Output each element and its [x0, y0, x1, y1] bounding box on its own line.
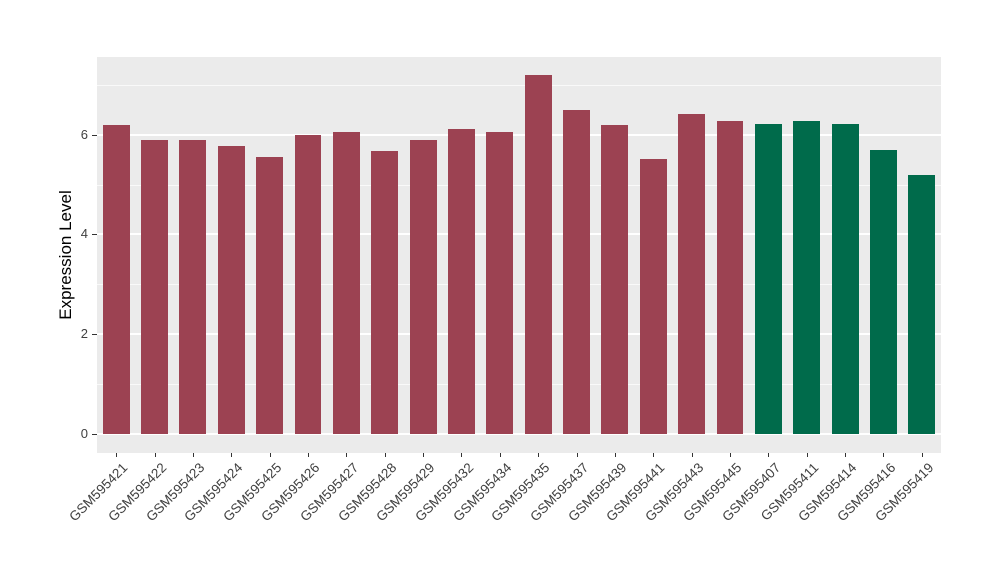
bar-GSM595421: [102, 125, 130, 434]
bar-GSM595424: [217, 146, 245, 434]
y-tick-mark: [92, 334, 97, 336]
x-tick-mark: [269, 453, 271, 457]
gridline-major: [97, 433, 941, 435]
x-tick-mark: [384, 453, 386, 457]
x-tick-mark: [883, 453, 885, 457]
x-tick-mark: [154, 453, 156, 457]
bar-GSM595423: [179, 139, 207, 434]
y-tick-mark: [92, 434, 97, 435]
x-tick-mark: [116, 453, 118, 457]
bar-GSM595445: [716, 120, 744, 434]
y-tick-mark: [92, 234, 97, 236]
bar-GSM595427: [332, 131, 360, 434]
gridline-major: [97, 333, 941, 336]
x-tick-mark: [576, 453, 578, 457]
x-tick-mark: [308, 453, 309, 457]
plot-panel: [97, 57, 941, 453]
y-axis-title: Expression Level: [56, 190, 75, 320]
x-tick-mark: [614, 453, 616, 457]
x-tick-mark: [192, 453, 194, 457]
gridline-minor: [97, 284, 941, 286]
x-tick-mark: [499, 453, 501, 457]
x-tick-mark: [806, 453, 808, 457]
y-tick-mark: [92, 134, 97, 136]
y-tick-label: 4: [80, 226, 88, 242]
gridline-minor: [97, 84, 941, 86]
bar-GSM595411: [793, 121, 821, 434]
y-tick-label: 6: [80, 126, 88, 142]
x-tick-mark: [768, 453, 770, 457]
bar-GSM595443: [678, 113, 706, 434]
x-tick-mark: [691, 453, 693, 457]
bar-GSM595426: [294, 134, 322, 434]
x-tick-mark: [461, 453, 463, 457]
y-tick-label: 2: [80, 326, 88, 342]
y-tick-label: 0: [80, 426, 88, 441]
bar-GSM595432: [448, 128, 475, 434]
bar-GSM595435: [524, 75, 552, 434]
x-tick-mark: [346, 453, 348, 457]
bar-GSM595422: [141, 139, 168, 434]
bar-GSM595414: [831, 123, 859, 434]
bar-GSM595425: [256, 157, 284, 434]
bar-GSM595419: [908, 175, 936, 434]
x-tick-mark: [845, 453, 847, 457]
x-tick-mark: [423, 453, 425, 457]
bar-GSM595429: [409, 139, 437, 434]
gridline-major: [97, 133, 941, 136]
bar-GSM595434: [486, 132, 514, 434]
bar-GSM595441: [639, 158, 667, 434]
gridline-minor: [97, 384, 941, 386]
gridline-major: [97, 233, 941, 236]
x-tick-mark: [921, 453, 923, 457]
x-tick-mark: [653, 453, 655, 457]
x-tick-mark: [538, 453, 540, 457]
bar-GSM595407: [754, 124, 782, 434]
bar-GSM595437: [563, 109, 590, 434]
x-tick-mark: [231, 453, 233, 457]
bar-GSM595428: [371, 151, 399, 434]
bar-GSM595439: [601, 124, 629, 434]
x-tick-mark: [730, 453, 731, 457]
gridline-minor: [97, 184, 941, 186]
bar-GSM595416: [870, 149, 897, 434]
